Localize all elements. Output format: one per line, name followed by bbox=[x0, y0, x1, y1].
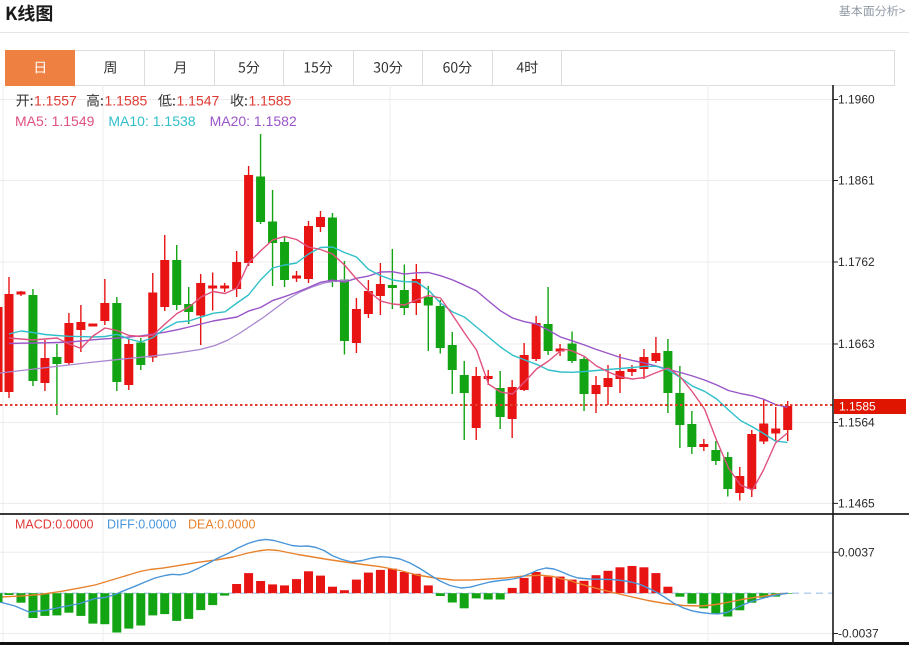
svg-text:-0.0037: -0.0037 bbox=[838, 627, 879, 641]
svg-text:1.1585: 1.1585 bbox=[839, 400, 876, 414]
svg-text:0.0037: 0.0037 bbox=[838, 545, 875, 559]
svg-text:DIFF:0.0000: DIFF:0.0000 bbox=[107, 518, 177, 532]
svg-text:1.1585: 1.1585 bbox=[105, 93, 148, 109]
svg-text:1.1585: 1.1585 bbox=[249, 93, 292, 109]
svg-text:1.1547: 1.1547 bbox=[177, 93, 220, 109]
svg-text:1.1762: 1.1762 bbox=[838, 255, 875, 269]
svg-text:1.1960: 1.1960 bbox=[838, 93, 875, 107]
svg-text:1.1861: 1.1861 bbox=[838, 174, 875, 188]
svg-text:DEA:0.0000: DEA:0.0000 bbox=[188, 518, 255, 532]
svg-text:1.1564: 1.1564 bbox=[838, 416, 875, 430]
svg-text:1.1663: 1.1663 bbox=[838, 337, 875, 351]
svg-text:1.1557: 1.1557 bbox=[34, 93, 77, 109]
svg-text:MACD:0.0000: MACD:0.0000 bbox=[15, 518, 94, 532]
svg-text:1.1465: 1.1465 bbox=[838, 496, 875, 510]
